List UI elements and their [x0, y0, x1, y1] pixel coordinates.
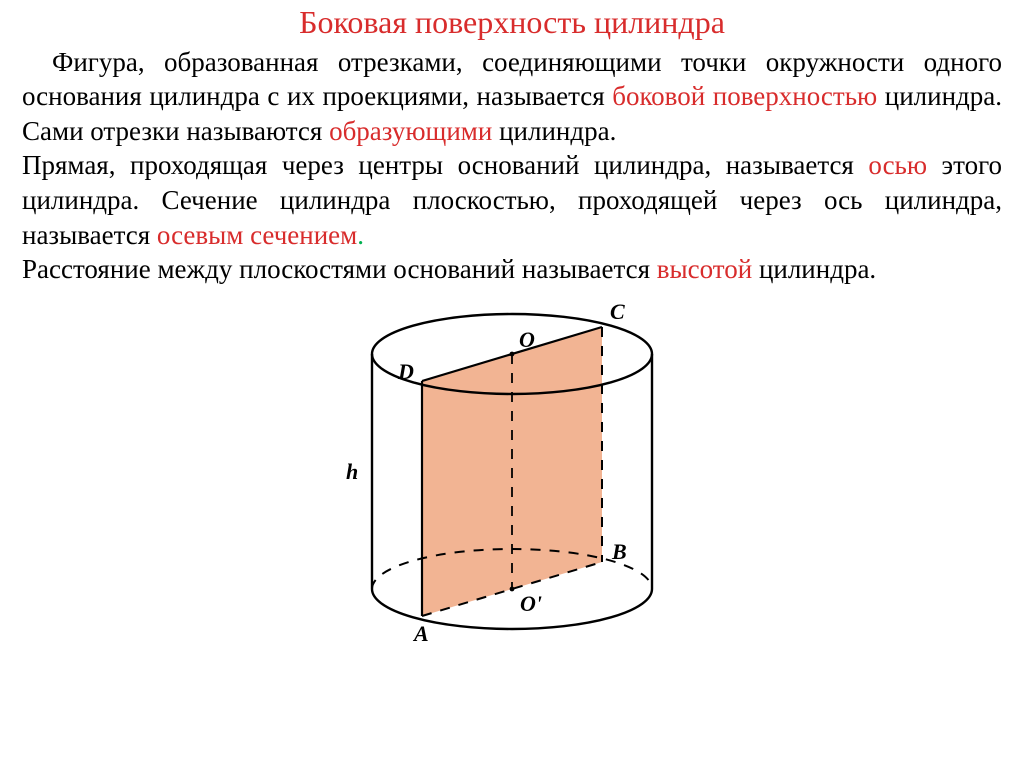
- label-h: h: [346, 459, 358, 484]
- p1-highlight-2: образующими: [329, 116, 492, 146]
- cylinder-diagram: C O D h B O' A: [322, 289, 702, 659]
- figure-container: C O D h B O' A: [22, 289, 1002, 659]
- label-o1: O': [520, 591, 542, 616]
- p1-highlight-1: боковой поверхностью: [612, 81, 877, 111]
- point-o1: [510, 586, 515, 591]
- p3-text-1: Расстояние между плоскостями оснований н…: [22, 254, 657, 284]
- label-a: A: [412, 621, 429, 646]
- label-b: B: [611, 539, 627, 564]
- paragraph-3: Расстояние между плоскостями оснований н…: [22, 252, 1002, 287]
- paragraph-1: Фигура, образованная отрезками, соединяю…: [22, 45, 1002, 149]
- point-o: [510, 351, 515, 356]
- p2-dot: .: [357, 220, 364, 250]
- paragraph-2: Прямая, проходящая через центры основани…: [22, 148, 1002, 252]
- p2-highlight-2: осевым сечением: [157, 220, 357, 250]
- p1-text-3: цилиндра.: [492, 116, 616, 146]
- label-c: C: [610, 299, 625, 324]
- p3-highlight-1: высотой: [657, 254, 752, 284]
- label-d: D: [397, 359, 414, 384]
- p2-text-1: Прямая, проходящая через центры основани…: [22, 150, 868, 180]
- slide-title: Боковая поверхность цилиндра: [22, 4, 1002, 41]
- label-o: O: [519, 327, 535, 352]
- p2-highlight-1: осью: [868, 150, 927, 180]
- p3-text-2: цилиндра.: [752, 254, 876, 284]
- slide-page: Боковая поверхность цилиндра Фигура, обр…: [0, 0, 1024, 767]
